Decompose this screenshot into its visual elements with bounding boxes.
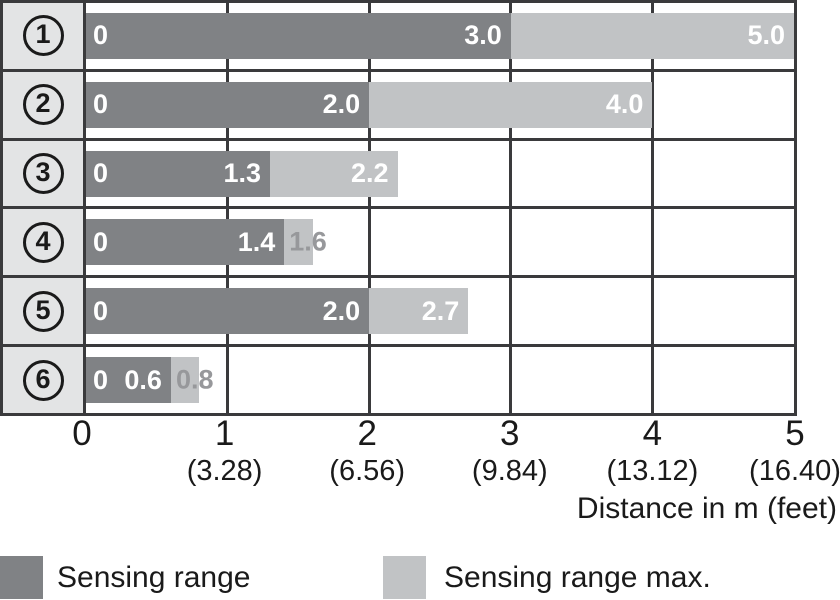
sensing-range-max-bar: 0.8 bbox=[170, 357, 214, 404]
bar-zero-label: 0 bbox=[93, 158, 109, 189]
gridline-4m bbox=[650, 347, 654, 413]
row-label-cell: 6 bbox=[3, 347, 86, 413]
table-row: 5 0 2.0 2.7 bbox=[3, 278, 794, 348]
sensing-range-value: 0.6 bbox=[124, 364, 162, 395]
bar: 0 3.0 5.0 bbox=[86, 12, 794, 59]
sensing-range-max-value: 1.6 bbox=[289, 226, 327, 257]
tick-meters-label: 5 bbox=[785, 414, 805, 453]
tick-meters-label: 1 bbox=[214, 414, 235, 453]
tick-feet-label: (13.12) bbox=[606, 455, 699, 487]
sensing-range-max-bar: 1.6 bbox=[284, 219, 327, 266]
circled-number: 2 bbox=[22, 84, 64, 126]
chart-rows: 1 0 3.0 5.0 2 bbox=[3, 3, 794, 413]
bar: 0 1.4 1.6 bbox=[86, 219, 794, 266]
bar-zero-label: 0 bbox=[93, 20, 109, 51]
sensing-range-value: 2.0 bbox=[322, 89, 361, 120]
sensing-range-bar: 0 3.0 bbox=[86, 12, 511, 59]
sensing-range-swatch bbox=[0, 556, 43, 599]
tick-feet-label: (6.56) bbox=[329, 455, 406, 487]
bar: 0 2.0 4.0 bbox=[86, 81, 794, 128]
gridline-4m bbox=[650, 209, 654, 276]
x-axis-tick: 4 (13.12) bbox=[606, 412, 698, 487]
row-plot-area: 0 1.3 2.2 bbox=[86, 140, 794, 207]
gridline-3m bbox=[509, 209, 513, 276]
bar-zero-label: 0 bbox=[93, 295, 109, 326]
gridline-4m bbox=[650, 71, 654, 138]
gridline-3m bbox=[509, 140, 513, 207]
tick-feet-label: (16.40) bbox=[749, 455, 840, 487]
circled-number: 4 bbox=[22, 221, 64, 263]
tick-feet-label: (3.28) bbox=[186, 455, 263, 487]
sensing-range-value: 1.4 bbox=[237, 226, 276, 257]
sensing-range-bar: 0 1.4 bbox=[86, 219, 285, 266]
bar-zero-label: 0 bbox=[93, 364, 109, 395]
sensing-range-legend-label: Sensing range bbox=[57, 560, 251, 594]
sensing-range-value: 1.3 bbox=[223, 158, 262, 189]
tick-meters-label: 2 bbox=[357, 414, 377, 453]
sensing-range-chart: 1 0 3.0 5.0 2 bbox=[0, 0, 797, 416]
sensing-range-bar: 0 1.3 bbox=[86, 150, 271, 197]
sensing-range-max-value: 4.0 bbox=[605, 89, 644, 120]
x-axis-tick: 2 (6.56) bbox=[329, 412, 405, 487]
sensing-range-max-value: 2.7 bbox=[421, 295, 460, 326]
x-axis-tick: 3 (9.84) bbox=[472, 412, 548, 487]
sensing-range-max-value: 0.8 bbox=[175, 364, 214, 395]
bar: 0 1.3 2.2 bbox=[86, 150, 794, 197]
gridline-3m bbox=[509, 347, 513, 413]
row-label-cell: 4 bbox=[3, 209, 86, 276]
bar: 0 2.0 2.7 bbox=[86, 288, 794, 335]
gridline-2m bbox=[367, 209, 371, 276]
sensing-range-max-bar: 4.0 bbox=[369, 81, 653, 128]
bar: 0 0.6 0.8 bbox=[86, 357, 794, 404]
bar-zero-label: 0 bbox=[93, 89, 109, 120]
sensing-range-max-swatch bbox=[383, 556, 426, 599]
sensing-range-value: 3.0 bbox=[464, 20, 502, 51]
table-row: 2 0 2.0 4.0 bbox=[3, 71, 794, 141]
tick-meters-label: 0 bbox=[72, 414, 92, 453]
tick-meters-label: 4 bbox=[642, 414, 663, 453]
row-plot-area: 0 2.0 2.7 bbox=[86, 278, 794, 345]
circled-number: 1 bbox=[22, 15, 64, 57]
table-row: 1 0 3.0 5.0 bbox=[3, 3, 794, 72]
sensing-range-bar: 0 2.0 bbox=[86, 81, 370, 128]
x-axis-tick: 0 bbox=[72, 412, 91, 456]
row-label-cell: 3 bbox=[3, 140, 86, 207]
sensing-range-max-bar: 5.0 bbox=[510, 12, 794, 59]
sensing-range-bar: 0 2.0 bbox=[86, 288, 370, 335]
table-row: 6 0 0.6 0.8 bbox=[3, 347, 794, 413]
sensing-range-value: 2.0 bbox=[322, 295, 361, 326]
x-axis-tick: 1 (3.28) bbox=[187, 412, 263, 487]
row-plot-area: 0 0.6 0.8 bbox=[86, 347, 794, 413]
tick-meters-label: 3 bbox=[500, 414, 520, 453]
gridline-4m bbox=[650, 140, 654, 207]
table-row: 3 0 1.3 2.2 bbox=[3, 140, 794, 210]
x-axis-title: Distance in m (feet) bbox=[576, 492, 837, 525]
row-label-cell: 5 bbox=[3, 278, 86, 345]
circled-number: 3 bbox=[22, 153, 64, 195]
gridline-4m bbox=[650, 278, 654, 345]
gridline-3m bbox=[509, 278, 513, 345]
x-axis-tick: 5 (16.40) bbox=[749, 412, 840, 487]
row-plot-area: 0 2.0 4.0 bbox=[86, 71, 794, 138]
tick-feet-label: (9.84) bbox=[471, 455, 548, 487]
row-label-cell: 2 bbox=[3, 71, 86, 138]
gridline-2m bbox=[367, 347, 371, 413]
row-plot-area: 0 3.0 5.0 bbox=[86, 3, 794, 69]
bar-zero-label: 0 bbox=[93, 226, 109, 257]
sensing-range-max-value: 5.0 bbox=[747, 20, 785, 51]
legend: Sensing range Sensing range max. bbox=[0, 556, 840, 600]
gridline-1m bbox=[226, 347, 230, 413]
table-row: 4 0 1.4 1.6 bbox=[3, 209, 794, 279]
circled-number: 5 bbox=[22, 290, 64, 332]
sensing-range-bar: 0 0.6 bbox=[86, 357, 171, 404]
row-plot-area: 0 1.4 1.6 bbox=[86, 209, 794, 276]
sensing-range-max-legend-label: Sensing range max. bbox=[444, 560, 711, 594]
circled-number: 6 bbox=[22, 359, 64, 401]
sensing-range-max-bar: 2.7 bbox=[369, 288, 469, 335]
row-label-cell: 1 bbox=[3, 3, 86, 69]
sensing-range-max-bar: 2.2 bbox=[270, 150, 398, 197]
sensing-range-max-value: 2.2 bbox=[350, 158, 389, 189]
